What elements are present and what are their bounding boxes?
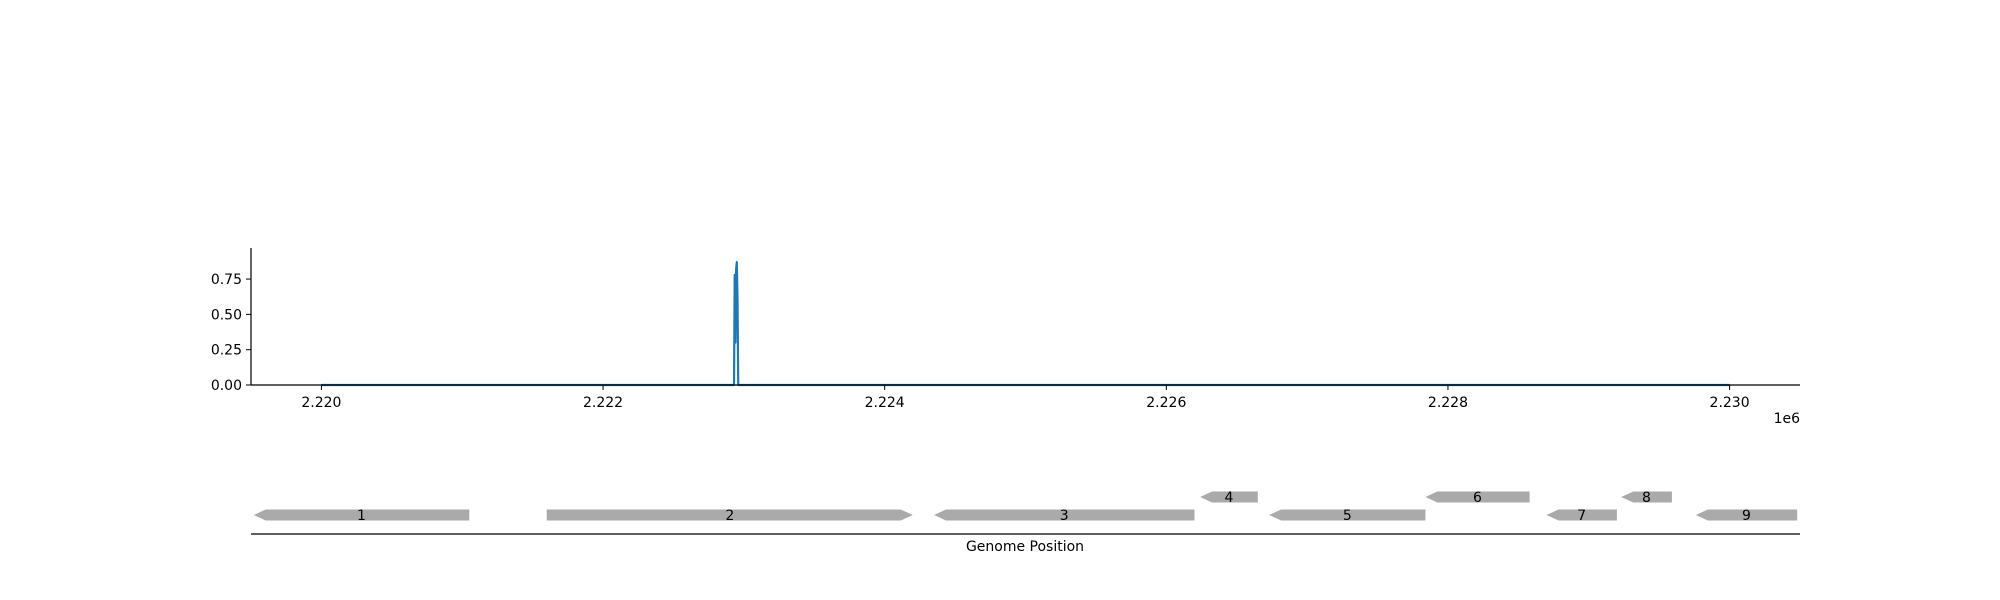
gene-track-x-axis-label: Genome Position	[966, 539, 1084, 555]
gene-label-8: 8	[1642, 490, 1651, 506]
gene-arrow-2	[546, 509, 913, 521]
x-tick-label-4: 2.228	[1428, 395, 1468, 411]
gene-arrows: 1 2 3 4 5 6 7 8 9	[253, 490, 1798, 524]
x-tick-label-0: 2.220	[301, 395, 341, 411]
x-tick-label-1: 2.222	[583, 395, 623, 411]
gene-label-4: 4	[1225, 490, 1234, 506]
y-tick-label-0: 0.00	[211, 378, 242, 394]
y-tick-label-3: 0.75	[211, 272, 242, 288]
gene-label-1: 1	[357, 508, 366, 524]
gene-label-3: 3	[1060, 508, 1069, 524]
x-tick-label-3: 2.226	[1146, 395, 1186, 411]
gene-arrow-9	[1695, 509, 1798, 521]
gene-arrow-7	[1546, 509, 1617, 521]
gene-label-2: 2	[725, 508, 734, 524]
y-tick-label-1: 0.25	[211, 343, 242, 359]
gene-arrow-8	[1621, 491, 1672, 503]
gene-arrow-5	[1269, 509, 1426, 521]
gene-arrow-3	[934, 509, 1195, 521]
x-tick-label-2: 2.224	[865, 395, 905, 411]
gene-label-6: 6	[1473, 490, 1482, 506]
y-axis-ticks: 0.00 0.25 0.50 0.75	[211, 272, 251, 394]
x-tick-label-5: 2.230	[1710, 395, 1750, 411]
gene-arrow-6	[1425, 491, 1530, 503]
gene-label-7: 7	[1577, 508, 1586, 524]
signal-plot: 2.220 2.222 2.224 2.226 2.228 2.230 0.000.250…	[211, 248, 1800, 427]
gene-label-9: 9	[1742, 508, 1751, 524]
signal-line-0	[321, 261, 1730, 387]
x-axis-ticks: 2.220 2.222 2.224 2.226 2.228 2.230	[301, 385, 1750, 411]
y-tick-label-2: 0.50	[211, 307, 242, 323]
gene-track: 1 2 3 4 5 6 7 8 9 Genome Position	[251, 490, 1800, 555]
signal-series	[321, 261, 1730, 387]
x-axis-offset-label: 1e6	[1774, 411, 1801, 427]
gene-arrow-1	[253, 509, 470, 521]
gene-arrow-4	[1200, 491, 1258, 503]
gene-label-5: 5	[1343, 508, 1352, 524]
